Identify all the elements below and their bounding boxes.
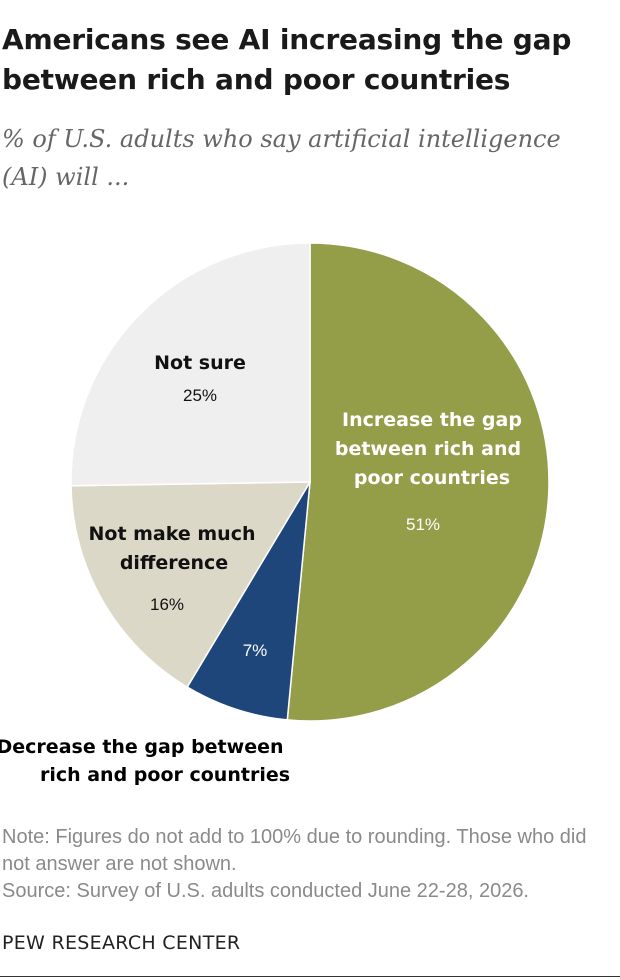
value-increase-gap: 51% [406,515,440,534]
note-text: Note: Figures do not add to 100% due to … [2,826,587,875]
slice-no-difference [70,481,312,689]
pie-chart: Increase the gap between rich and poor cou… [0,242,550,786]
organization-name: PEW RESEARCH CENTER [2,932,241,954]
label-increase-gap: Increase the gap between rich and poor cou… [335,409,522,489]
chart-notes: Note: Figures do not add to 100% due to … [2,824,612,905]
label-not-sure: Not sure [154,352,246,374]
bottom-rule [0,976,620,977]
chart-subtitle: % of U.S. adults who say artificial inte… [2,125,561,191]
chart-title: Americans see AI increasing the gap betw… [2,23,572,96]
label-no-difference: Not make much difference [88,523,255,574]
slice-increase-gap [286,242,550,722]
slice-not-sure [70,242,311,487]
value-not-sure: 25% [183,386,217,405]
source-text: Source: Survey of U.S. adults conducted … [2,880,529,902]
value-no-difference: 16% [150,595,184,614]
label-decrease-gap: Decrease the gap between rich and poor co… [0,736,290,786]
value-decrease-gap: 7% [243,641,268,660]
slice-decrease-gap [186,481,311,721]
